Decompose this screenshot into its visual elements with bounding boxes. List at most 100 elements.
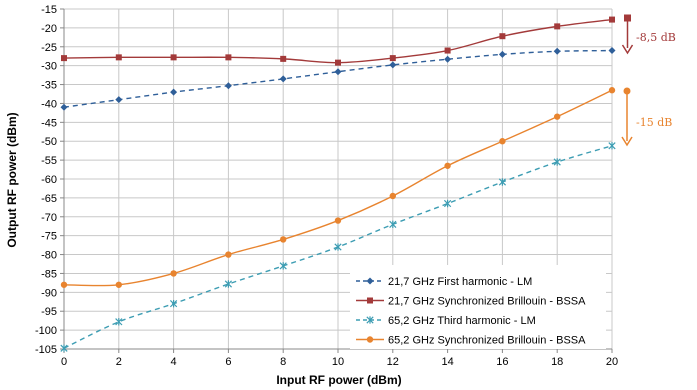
data-point <box>553 158 561 166</box>
data-point <box>389 192 396 200</box>
annotation-arrow-8-5-head <box>621 44 634 55</box>
series-3 <box>60 142 616 352</box>
data-point <box>553 47 561 55</box>
series-group <box>60 16 616 352</box>
series-line <box>63 49 613 108</box>
series-2 <box>61 16 615 66</box>
data-point <box>60 344 68 352</box>
y-tick-label: -40 <box>41 98 57 110</box>
data-point <box>389 61 397 69</box>
annotation-8-5-db: -8,5 dB <box>636 31 676 44</box>
data-point <box>444 162 451 169</box>
legend-marker <box>366 336 374 343</box>
y-tick-label: -60 <box>41 174 57 186</box>
data-point <box>280 55 287 62</box>
y-tick-label: -65 <box>41 193 57 205</box>
y-tick-label: -55 <box>41 155 57 167</box>
legend-item: 65,2 GHz Synchronized Brillouin - BSSA <box>356 335 586 347</box>
data-point <box>115 96 123 104</box>
legend-marker <box>366 316 374 324</box>
data-point <box>170 54 177 61</box>
data-point <box>608 47 616 55</box>
data-point <box>60 103 68 111</box>
y-tick-label: -100 <box>35 325 57 337</box>
annotation-arrow-15-head <box>621 136 633 147</box>
series-1 <box>60 47 616 111</box>
data-point <box>225 251 232 258</box>
data-point <box>115 281 123 288</box>
x-tick-label: 10 <box>332 356 344 368</box>
data-point <box>60 281 68 288</box>
x-tick-label: 14 <box>441 356 453 368</box>
data-point <box>443 199 452 208</box>
x-tick-label: 2 <box>116 356 122 368</box>
y-tick-label: -30 <box>41 61 57 73</box>
data-point <box>389 55 396 62</box>
x-tick-label: 20 <box>606 356 618 368</box>
data-point <box>444 55 452 63</box>
data-point <box>115 54 122 61</box>
y-axis-title: Output RF power (dBm) <box>5 112 19 247</box>
x-tick-label: 12 <box>387 356 399 368</box>
y-tick-label: -85 <box>41 268 57 280</box>
y-tick-labels: -15 -20 -25 -30 -35 -40 -45 -50 -55 -60 -65 -70 -75 -… <box>35 4 57 356</box>
data-point <box>61 55 67 62</box>
y-tick-label: -95 <box>41 306 57 318</box>
annotation-15-db: -15 dB <box>636 116 672 129</box>
x-tick-labels: 0 2 4 6 8 10 12 14 16 18 20 <box>61 356 618 368</box>
y-tick-label: -90 <box>41 287 57 299</box>
data-point <box>224 280 233 288</box>
legend-label: 21,7 GHz Synchronized Brillouin - BSSA <box>388 296 586 308</box>
x-tick-label: 6 <box>225 356 231 368</box>
y-tick-label: -25 <box>41 42 57 54</box>
annotation-arrow-start-marker <box>624 14 631 22</box>
y-tick-label: -45 <box>41 117 57 129</box>
x-tick-label: 16 <box>496 356 508 368</box>
data-point <box>608 142 616 150</box>
y-tick-label: -50 <box>41 136 57 148</box>
data-point <box>334 68 342 76</box>
x-tick-label: 0 <box>61 356 67 368</box>
y-tick-label: -105 <box>35 344 57 356</box>
data-point <box>499 138 506 145</box>
data-point <box>170 270 177 277</box>
annotations: -8,5 dB -15 dB <box>621 14 676 147</box>
legend-box <box>350 265 606 349</box>
x-tick-label: 8 <box>280 356 286 368</box>
y-tick-label: -80 <box>41 250 57 262</box>
data-point <box>334 217 342 224</box>
data-point <box>279 75 287 83</box>
y-tick-label: -75 <box>41 231 57 243</box>
data-point <box>225 54 232 61</box>
data-point <box>554 113 561 120</box>
x-tick-label: 18 <box>551 356 563 368</box>
data-point <box>498 178 507 186</box>
grid <box>63 8 613 350</box>
data-point <box>279 262 287 270</box>
data-point <box>169 299 178 308</box>
data-point <box>389 220 397 229</box>
y-tick-label: -15 <box>41 4 57 16</box>
legend-marker <box>367 297 373 304</box>
y-tick-label: -20 <box>41 23 57 35</box>
legend-item: 21,7 GHz Synchronized Brillouin - BSSA <box>356 296 586 308</box>
data-point <box>498 50 506 58</box>
data-point <box>170 88 178 96</box>
y-tick-label: -35 <box>41 80 57 92</box>
legend-item: 65,2 GHz Third harmonic - LM <box>356 315 536 327</box>
legend-label: 65,2 GHz Synchronized Brillouin - BSSA <box>388 335 586 347</box>
legend: 21,7 GHz First harmonic - LM 21,7 GHz Syn… <box>350 265 606 349</box>
x-tick-label: 4 <box>171 356 177 368</box>
data-point <box>608 87 616 94</box>
data-point <box>609 16 615 23</box>
data-point <box>335 59 341 66</box>
legend-label: 21,7 GHz First harmonic - LM <box>388 276 532 288</box>
legend-label: 65,2 GHz Third harmonic - LM <box>388 315 536 327</box>
series-4 <box>60 87 616 288</box>
data-point <box>224 82 232 90</box>
legend-item: 21,7 GHz First harmonic - LM <box>356 276 532 288</box>
data-point <box>444 47 451 54</box>
data-point <box>334 243 342 251</box>
data-point <box>115 318 123 326</box>
